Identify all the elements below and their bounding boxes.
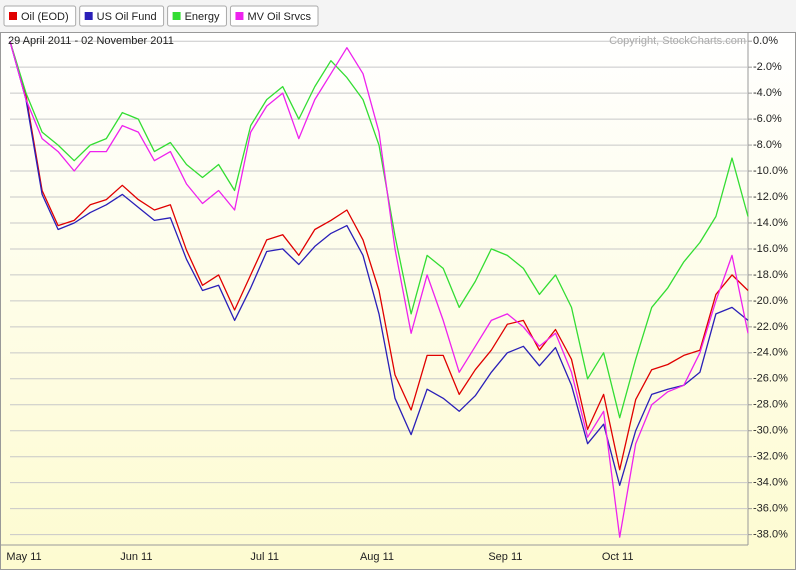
y-tick-label: -26.0% bbox=[753, 373, 788, 385]
y-tick-label: -32.0% bbox=[753, 451, 788, 463]
series-line bbox=[9, 41, 749, 538]
y-tick-label: -22.0% bbox=[753, 321, 788, 333]
y-tick-label: -6.0% bbox=[753, 113, 782, 125]
x-tick-label: Sep 11 bbox=[488, 551, 522, 563]
legend: Oil (EOD) US Oil Fund Energy MV Oil Srvcs bbox=[3, 5, 319, 27]
legend-box bbox=[229, 5, 319, 27]
series-line bbox=[9, 41, 749, 471]
y-tick-label: -16.0% bbox=[753, 243, 788, 255]
y-tick-label: -38.0% bbox=[753, 529, 788, 541]
legend-item: Energy bbox=[167, 5, 227, 27]
x-tick-label: Jun 11 bbox=[120, 551, 152, 563]
legend-item: MV Oil Srvcs bbox=[229, 5, 319, 27]
series-lines bbox=[9, 41, 749, 538]
grid bbox=[10, 40, 748, 536]
legend-swatch bbox=[9, 12, 17, 20]
y-tick-label: -30.0% bbox=[753, 425, 788, 437]
legend-box bbox=[3, 5, 77, 27]
legend-item: Oil (EOD) bbox=[3, 5, 77, 27]
legend-label: MV Oil Srvcs bbox=[247, 11, 311, 23]
legend-box bbox=[79, 5, 165, 27]
y-tick-label: -20.0% bbox=[753, 295, 788, 307]
date-range: 29 April 2011 - 02 November 2011 bbox=[8, 35, 174, 47]
legend-label: Oil (EOD) bbox=[21, 11, 69, 23]
y-tick-label: -2.0% bbox=[753, 61, 782, 73]
x-tick-label: Oct 11 bbox=[602, 551, 634, 563]
y-tick-label: -36.0% bbox=[753, 503, 788, 515]
y-tick-label: -24.0% bbox=[753, 347, 788, 359]
y-tick-label: -18.0% bbox=[753, 269, 788, 281]
y-tick-label: -10.0% bbox=[753, 165, 788, 177]
series-line bbox=[9, 41, 749, 419]
legend-label: US Oil Fund bbox=[97, 11, 157, 23]
y-tick-label: 0.0% bbox=[753, 35, 778, 47]
y-tick-label: -34.0% bbox=[753, 477, 788, 489]
legend-swatch bbox=[84, 12, 93, 20]
y-tick-label: -12.0% bbox=[753, 191, 788, 203]
series-line bbox=[9, 41, 749, 486]
y-tick-label: -28.0% bbox=[753, 399, 788, 411]
y-tick-label: -4.0% bbox=[753, 87, 782, 99]
x-tick-label: Aug 11 bbox=[360, 551, 394, 563]
legend-swatch bbox=[172, 12, 181, 20]
x-tick-label: Jul 11 bbox=[250, 551, 279, 563]
legend-item: US Oil Fund bbox=[79, 5, 165, 27]
legend-swatch bbox=[235, 12, 244, 20]
y-tick-label: -8.0% bbox=[753, 139, 782, 151]
legend-box bbox=[167, 5, 227, 27]
legend-label: Energy bbox=[185, 11, 220, 23]
copyright: Copyright, StockCharts.com bbox=[609, 35, 746, 47]
x-tick-label: May 11 bbox=[6, 551, 41, 563]
y-tick-label: -14.0% bbox=[753, 217, 788, 229]
